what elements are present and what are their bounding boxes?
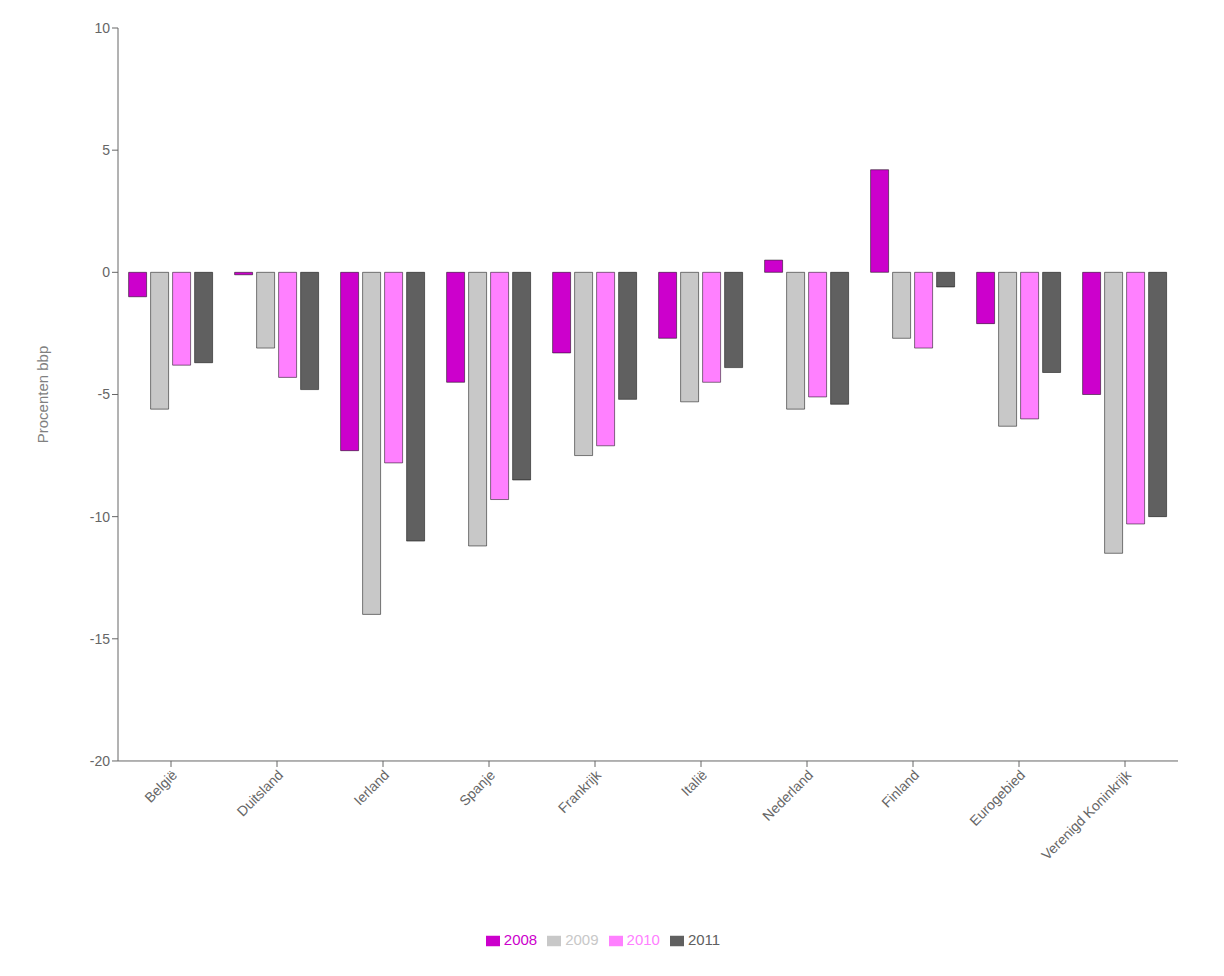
html-text:2008: 2008 [503,931,538,948]
svg-text:Verenigd Koninkrijk: Verenigd Koninkrijk [1038,766,1135,863]
html-text:2011: 2011 [687,931,721,948]
svg-text:0: 0 [102,264,110,280]
svg-text:-5: -5 [98,386,111,402]
svg-text:Procenten bbp: Procenten bbp [34,346,51,444]
svg-text:Duitsland: Duitsland [234,767,287,820]
svg-text:Eurogebied: Eurogebied [966,767,1028,829]
svg-text:Italië: Italië [678,767,710,799]
html-text:2010: 2010 [626,931,660,948]
svg-text:5: 5 [102,142,110,158]
html-text:2009: 2009 [565,931,599,948]
svg-text:Nederland: Nederland [759,767,816,824]
svg-text:België: België [141,767,180,806]
svg-text:-20: -20 [90,753,110,769]
svg-text:-10: -10 [90,509,110,525]
svg-text:10: 10 [94,20,110,36]
svg-text:Spanje: Spanje [456,767,498,809]
svg-text:Frankrijk: Frankrijk [555,766,605,816]
svg-text:Ierland: Ierland [351,767,393,809]
svg-text:-15: -15 [90,631,110,647]
svg-text:Finland: Finland [878,767,922,811]
